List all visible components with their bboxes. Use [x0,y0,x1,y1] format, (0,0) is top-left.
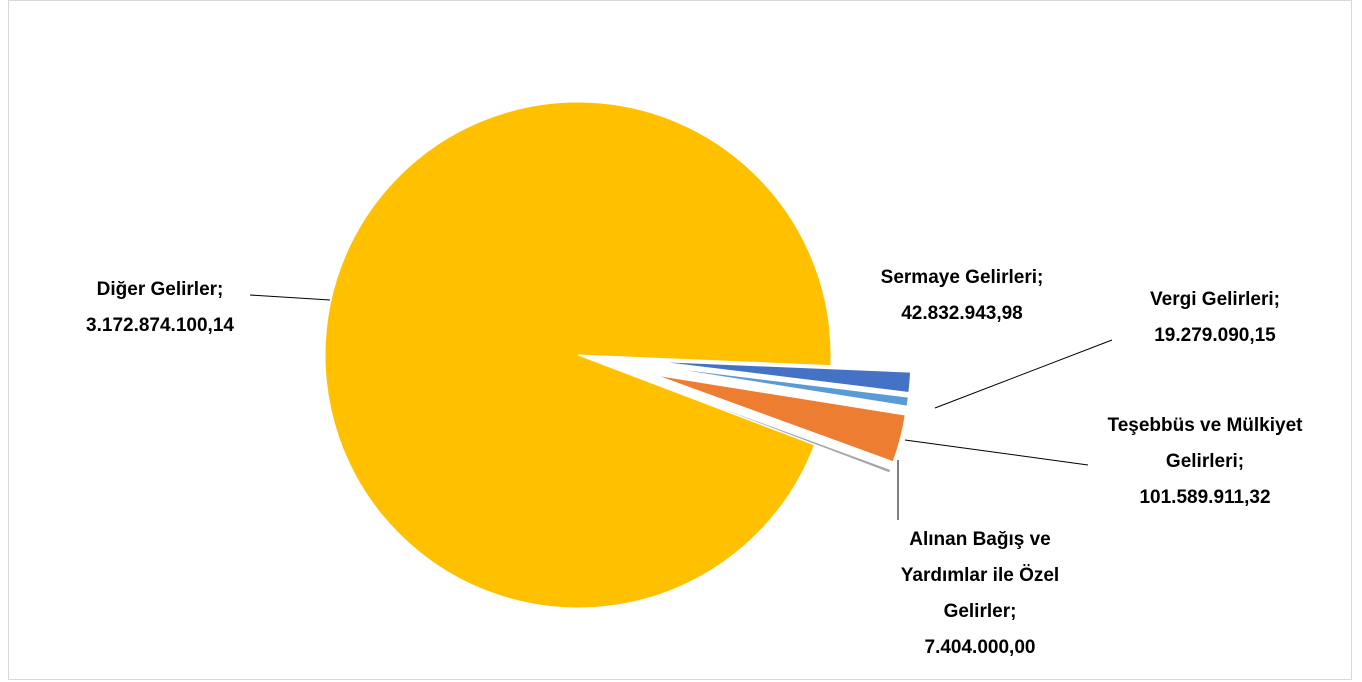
label-value: 42.832.943,98 [901,303,1023,324]
leader-line [934,339,1113,409]
pie-slice [657,361,912,394]
label-name: Diğer Gelirler [96,279,218,300]
pie-slice [655,374,906,463]
label-name: Sermaye Gelirleri [880,267,1037,288]
pie-slice [324,101,832,609]
label-value: 3.172.874.100,14 [86,315,234,336]
label-separator: ; [1273,289,1280,310]
label-separator: ; [1037,267,1044,288]
leader-line [249,294,331,301]
label-separator: ; [1237,451,1245,472]
label-value: 7.404.000,00 [924,637,1036,658]
label-name: Alınan Bağış ve Yardımlar ile Özel Gelir… [900,529,1060,622]
data-label: Teşebbüs ve Mülkiyet Gelirleri; 101.589.9… [1095,408,1315,516]
data-label: Vergi Gelirleri; 19.279.090,15 [1085,282,1345,354]
pie-slice [657,365,909,407]
chart-frame [8,0,1352,680]
label-name: Teşebbüs ve Mülkiyet Gelirleri [1107,415,1303,472]
data-label: Sermaye Gelirleri; 42.832.943,98 [832,260,1092,332]
pie-slice [652,382,892,474]
label-name: Vergi Gelirleri [1150,289,1274,310]
data-label: Alınan Bağış ve Yardımlar ile Özel Gelir… [880,522,1080,666]
label-separator: ; [1010,601,1017,622]
leader-line [904,439,1089,466]
label-separator: ; [217,279,224,300]
label-value: 101.589.911,32 [1139,487,1271,508]
data-label: Diğer Gelirler; 3.172.874.100,14 [30,272,290,344]
label-value: 19.279.090,15 [1154,325,1276,346]
